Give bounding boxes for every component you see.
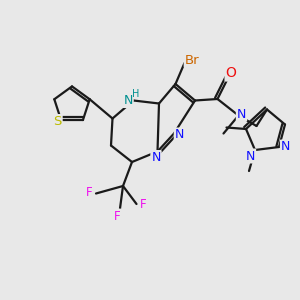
Text: F: F [140, 197, 146, 211]
Text: N: N [151, 151, 161, 164]
Text: H: H [132, 89, 139, 99]
Text: O: O [226, 67, 236, 80]
Text: S: S [53, 115, 62, 128]
Text: N: N [237, 107, 246, 121]
Text: F: F [114, 209, 120, 223]
Text: N: N [175, 128, 184, 142]
Text: N: N [281, 140, 290, 154]
Text: F: F [86, 185, 93, 199]
Text: N: N [123, 94, 133, 107]
Text: Br: Br [185, 53, 199, 67]
Text: N: N [246, 149, 255, 163]
